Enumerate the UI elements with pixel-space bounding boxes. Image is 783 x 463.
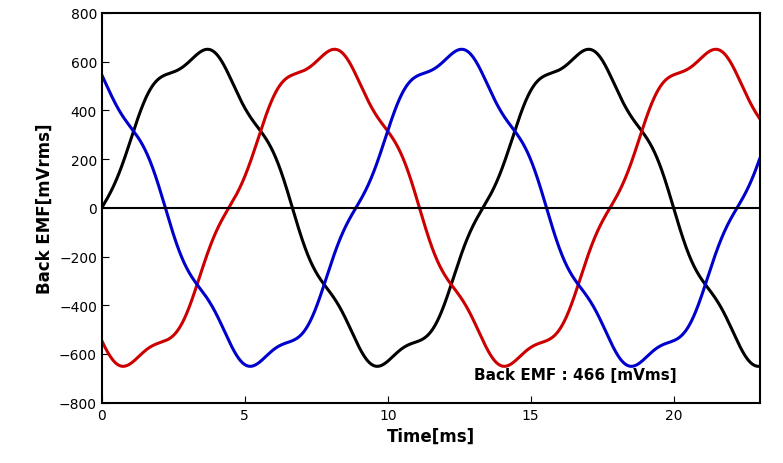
Text: Back EMF : 466 [mVms]: Back EMF : 466 [mVms] — [474, 367, 677, 382]
X-axis label: Time[ms]: Time[ms] — [387, 427, 474, 445]
Y-axis label: Back EMF[mVrms]: Back EMF[mVrms] — [35, 123, 53, 294]
